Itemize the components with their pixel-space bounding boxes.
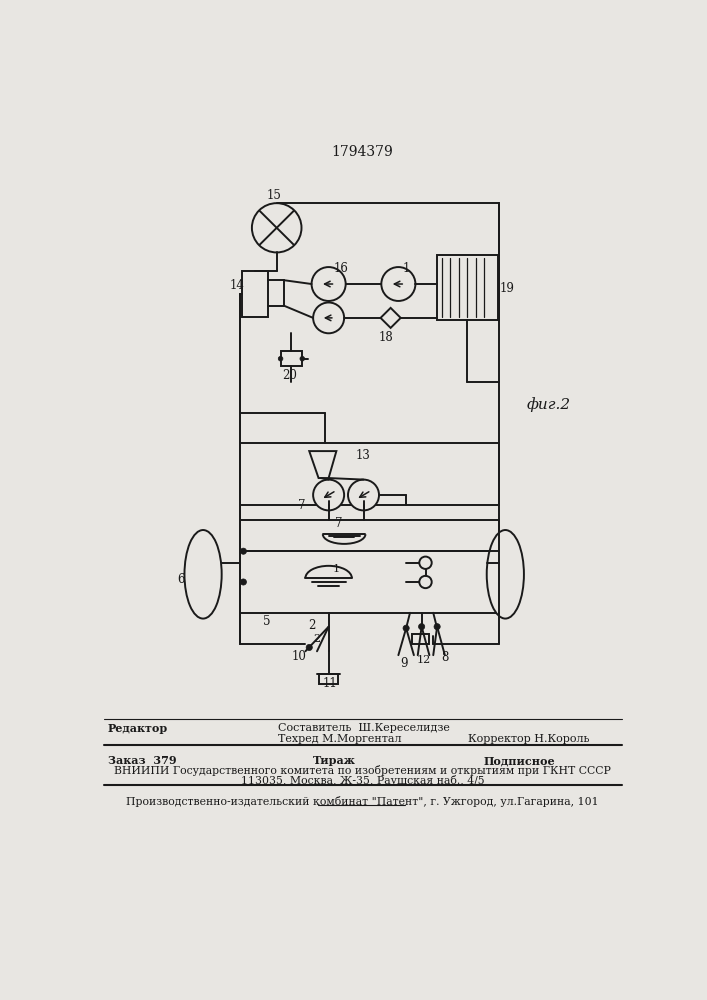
- Text: 1: 1: [402, 262, 409, 275]
- Circle shape: [279, 356, 283, 361]
- Text: 20: 20: [282, 369, 297, 382]
- Text: фиг.2: фиг.2: [526, 397, 571, 412]
- Text: Составитель  Ш.Кереселидзе: Составитель Ш.Кереселидзе: [279, 723, 450, 733]
- Text: Производственно-издательский комбинат "Патент", г. Ужгород, ул.Гагарина, 101: Производственно-издательский комбинат "П…: [127, 796, 599, 807]
- Circle shape: [300, 356, 305, 361]
- Text: 12: 12: [416, 655, 431, 665]
- Circle shape: [306, 644, 312, 651]
- Text: Тираж: Тираж: [313, 755, 356, 766]
- Circle shape: [381, 267, 416, 301]
- Text: 15: 15: [267, 189, 281, 202]
- Circle shape: [240, 579, 247, 585]
- Bar: [242, 271, 268, 317]
- Circle shape: [419, 624, 425, 630]
- Text: Корректор Н.Король: Корректор Н.Король: [468, 734, 590, 744]
- Circle shape: [312, 267, 346, 301]
- Text: 1794379: 1794379: [331, 145, 393, 159]
- Ellipse shape: [486, 530, 524, 619]
- Polygon shape: [380, 308, 401, 328]
- Text: 14: 14: [230, 279, 245, 292]
- Text: 7: 7: [335, 517, 342, 530]
- Circle shape: [434, 624, 440, 630]
- Text: 7: 7: [298, 499, 305, 512]
- Text: 16: 16: [333, 262, 348, 275]
- Text: 5: 5: [263, 615, 270, 628]
- Bar: [437, 255, 498, 320]
- Bar: [240, 520, 499, 551]
- Circle shape: [419, 576, 432, 588]
- Circle shape: [419, 557, 432, 569]
- Circle shape: [313, 302, 344, 333]
- Text: 19: 19: [500, 282, 515, 295]
- Text: 11: 11: [322, 677, 337, 690]
- Polygon shape: [309, 451, 337, 478]
- Text: Редактор: Редактор: [107, 723, 168, 734]
- Text: 2: 2: [313, 634, 320, 644]
- Circle shape: [492, 548, 498, 554]
- Ellipse shape: [185, 530, 222, 619]
- Text: 6: 6: [177, 573, 185, 586]
- Circle shape: [240, 548, 247, 554]
- Circle shape: [348, 480, 379, 510]
- Text: 13: 13: [356, 449, 370, 462]
- Bar: [281, 351, 303, 366]
- Bar: [320, 674, 338, 684]
- Text: 18: 18: [379, 331, 394, 344]
- Text: Подписное: Подписное: [484, 755, 555, 766]
- Text: ВНИИПИ Государственного комитета по изобретениям и открытиям при ГКНТ СССР: ВНИИПИ Государственного комитета по изоб…: [115, 765, 611, 776]
- Bar: [411, 634, 428, 644]
- Circle shape: [403, 625, 409, 631]
- Circle shape: [313, 480, 344, 510]
- Text: Заказ  379: Заказ 379: [107, 755, 176, 766]
- Text: 9: 9: [401, 657, 408, 670]
- Bar: [240, 551, 499, 613]
- Text: 1: 1: [332, 564, 339, 574]
- Bar: [240, 443, 499, 505]
- Text: Техред М.Моргентал: Техред М.Моргентал: [279, 734, 402, 744]
- Circle shape: [252, 203, 301, 252]
- Text: 113035, Москва, Ж-35, Раушская наб., 4/5: 113035, Москва, Ж-35, Раушская наб., 4/5: [241, 775, 484, 786]
- Text: 2: 2: [308, 619, 315, 632]
- Text: 10: 10: [291, 650, 306, 663]
- Circle shape: [492, 579, 498, 585]
- Text: 8: 8: [441, 651, 448, 664]
